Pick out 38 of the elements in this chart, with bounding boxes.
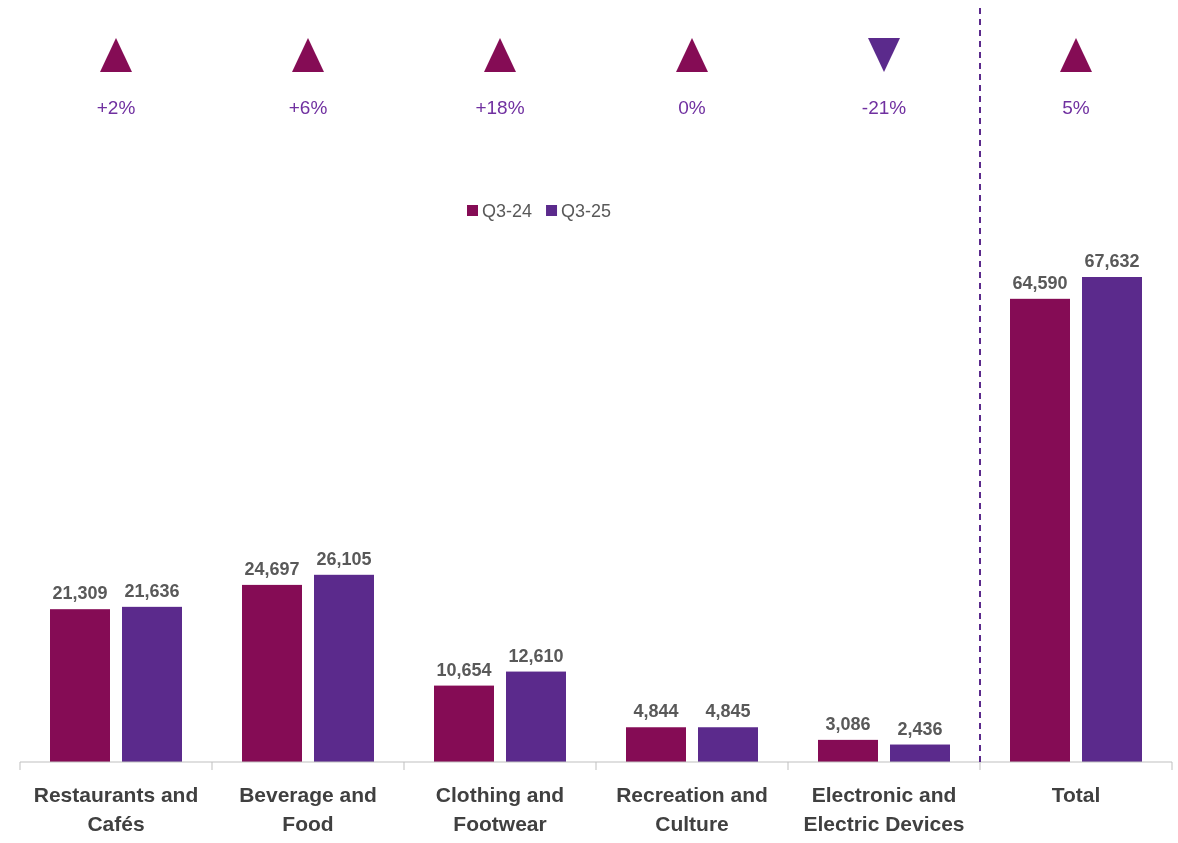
x-tick-label: Clothing and Footwear xyxy=(435,783,565,835)
bar xyxy=(122,606,182,762)
data-label: 12,610 xyxy=(508,645,564,666)
data-label: 24,697 xyxy=(244,558,300,579)
text: +6% xyxy=(288,97,328,118)
bar xyxy=(626,727,686,762)
x-tick-label: Beverage and Food xyxy=(239,783,377,835)
text: 0% xyxy=(678,97,706,118)
text: +2% xyxy=(96,97,136,118)
bar xyxy=(818,739,878,762)
bar xyxy=(50,609,110,762)
legend-label: Q3-24 xyxy=(482,201,533,221)
bar xyxy=(314,574,374,762)
bar xyxy=(1082,277,1142,762)
x-tick-label: Recreation and Culture xyxy=(616,783,768,835)
data-label: 3,086 xyxy=(825,713,871,734)
bar xyxy=(242,584,302,762)
text: -21% xyxy=(861,97,907,118)
data-label: 4,844 xyxy=(633,701,679,722)
bar xyxy=(890,744,950,762)
x-tick-label: Total xyxy=(1051,783,1101,806)
data-label: 21,636 xyxy=(124,580,180,601)
data-label: 21,309 xyxy=(52,583,108,604)
text: +18% xyxy=(475,97,525,118)
data-label: 67,632 xyxy=(1084,251,1140,271)
bar xyxy=(434,685,494,762)
text: 5% xyxy=(1062,97,1090,118)
data-label: 64,590 xyxy=(1012,272,1068,293)
bar xyxy=(506,671,566,762)
x-tick-label: Restaurants and Cafés xyxy=(33,783,199,835)
x-tick-label: Electronic and Electric Devices xyxy=(803,783,965,835)
bar xyxy=(698,727,758,762)
legend-label: Q3-25 xyxy=(561,201,612,221)
bar xyxy=(1010,298,1070,762)
data-label: 4,845 xyxy=(705,701,751,722)
data-label: 10,654 xyxy=(436,659,492,680)
data-label: 2,436 xyxy=(897,718,943,739)
data-label: 26,105 xyxy=(316,548,372,569)
